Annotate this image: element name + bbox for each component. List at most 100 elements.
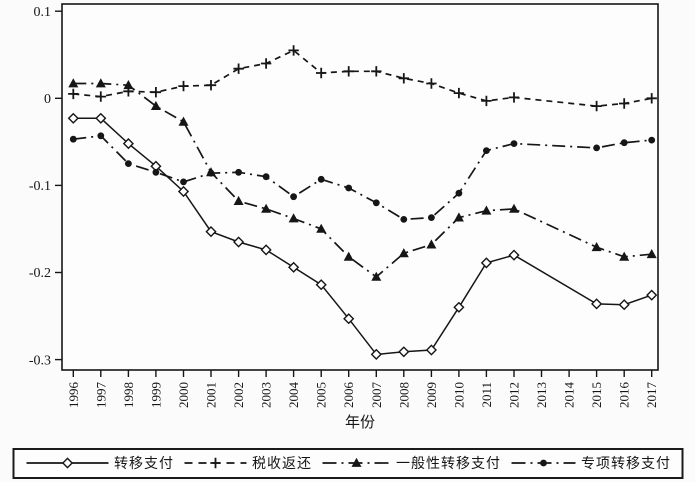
x-tick-label: 2006: [341, 382, 356, 409]
data-point-marker: [68, 88, 79, 100]
legend-sample-marker-group: [61, 457, 73, 469]
legend-box: 转移支付 税收返还 一般性转移支付 专项转移支付: [12, 448, 683, 479]
data-point-marker: [343, 66, 354, 77]
data-point-marker: [619, 98, 630, 109]
data-point-marker: [67, 112, 79, 124]
x-tick-label: 2014: [562, 382, 577, 409]
legend-sample-marker-group: [209, 457, 221, 469]
data-point-marker: [315, 279, 327, 291]
series-tax-rebate: [68, 45, 657, 112]
data-point-marker: [123, 80, 134, 90]
data-point-marker: [233, 195, 244, 205]
data-point-marker: [648, 136, 656, 144]
data-point-marker: [426, 239, 437, 249]
data-point-marker: [260, 244, 272, 256]
legend-line-sample-transfer-payment: [26, 457, 108, 469]
data-point-marker: [316, 67, 327, 79]
x-tick-label: 1997: [93, 382, 108, 409]
x-axis-title: 年份: [345, 414, 375, 431]
data-point-marker: [177, 185, 190, 198]
data-point-marker: [95, 112, 107, 124]
series-line-general-transfer-payment: [73, 82, 652, 278]
data-point-marker: [95, 78, 106, 88]
data-point-marker: [398, 73, 409, 84]
series-special-transfer-payment: [69, 132, 656, 223]
series-line-transfer-payment: [73, 117, 652, 356]
data-point-marker: [205, 80, 217, 91]
x-tick-label: 2000: [176, 382, 191, 408]
data-point-marker: [288, 213, 299, 223]
legend-item-special-transfer-payment: 专项转移支付: [509, 453, 671, 473]
legend-item-general-transfer-payment: 一般性转移支付: [320, 453, 509, 473]
x-tick-label: 2017: [644, 382, 659, 409]
data-point-marker: [288, 261, 300, 273]
data-point-marker: [371, 271, 382, 281]
data-point-marker: [480, 257, 492, 269]
data-point-marker: [646, 249, 657, 259]
x-tick-label: 2008: [396, 382, 411, 408]
x-tick-label: 2015: [589, 382, 604, 408]
x-tick-label: 2011: [479, 382, 494, 408]
data-point-marker: [426, 78, 437, 89]
data-point-marker: [646, 289, 658, 301]
plus-marker-icon: [209, 457, 221, 469]
data-point-marker: [68, 78, 79, 88]
data-point-marker: [316, 223, 327, 233]
y-tick-label: -0.3: [29, 353, 51, 368]
y-axis: 0.1 0 -0.1 -0.2 -0.3: [29, 5, 62, 368]
data-point-marker: [398, 346, 410, 358]
data-point-marker: [425, 344, 437, 356]
legend-item-transfer-payment: 转移支付: [24, 453, 182, 473]
data-point-marker: [343, 313, 355, 325]
data-point-marker: [317, 175, 325, 183]
circle-marker-icon: [539, 459, 547, 467]
data-point-marker: [150, 100, 161, 110]
data-point-marker: [371, 66, 382, 77]
data-point-marker: [69, 135, 77, 143]
legend-label: 专项转移支付: [581, 457, 671, 472]
data-point-marker: [343, 251, 354, 261]
x-tick-label: 2003: [259, 382, 274, 408]
y-tick-label: 0.1: [34, 5, 52, 20]
data-point-marker: [152, 168, 160, 176]
data-point-marker: [646, 93, 657, 104]
plot-frame: [61, 3, 659, 371]
data-point-marker: [510, 140, 518, 148]
data-point-marker: [233, 63, 244, 74]
data-point-marker: [288, 45, 299, 56]
x-axis: 1996 1997 1998 1999 2000 2001 2002 2003 2004 2005…: [66, 370, 659, 408]
x-tick-label: 2013: [534, 382, 549, 408]
data-point-marker: [455, 189, 463, 197]
data-point-marker: [122, 138, 134, 150]
x-tick-label: 2016: [617, 382, 632, 409]
data-point-marker: [481, 205, 492, 215]
series-line-special-transfer-payment: [73, 134, 652, 221]
data-point-marker: [481, 95, 492, 107]
series-general-transfer-payment: [68, 78, 657, 281]
legend-label: 税收返还: [252, 457, 312, 472]
legend-label: 转移支付: [114, 457, 174, 472]
data-point-marker: [483, 147, 490, 155]
legend-line-sample-tax-rebate: [184, 457, 246, 469]
data-point-marker: [180, 178, 187, 186]
data-point-marker: [178, 80, 189, 92]
data-point-marker: [261, 203, 272, 213]
legend-sample-marker-group: [351, 457, 361, 467]
data-point-marker: [620, 139, 628, 147]
data-point-marker: [290, 193, 297, 201]
x-tick-label: 2002: [231, 382, 246, 408]
legend-label: 一般性转移支付: [396, 457, 501, 472]
data-point-marker: [235, 168, 243, 176]
data-point-marker: [509, 203, 519, 213]
legend-item-tax-rebate: 税收返还: [182, 453, 320, 473]
y-tick-label: -0.2: [29, 266, 51, 281]
series-line-tax-rebate: [73, 49, 652, 107]
line-chart: 0.1 0 -0.1 -0.2 -0.3 1996 1997 1998 1999 2000 2001…: [29, 3, 659, 431]
data-point-marker: [233, 236, 245, 248]
data-point-marker: [150, 87, 162, 98]
data-point-marker: [398, 248, 409, 258]
triangle-marker-icon: [351, 457, 361, 467]
data-point-marker: [591, 298, 603, 310]
data-point-marker: [95, 91, 106, 102]
